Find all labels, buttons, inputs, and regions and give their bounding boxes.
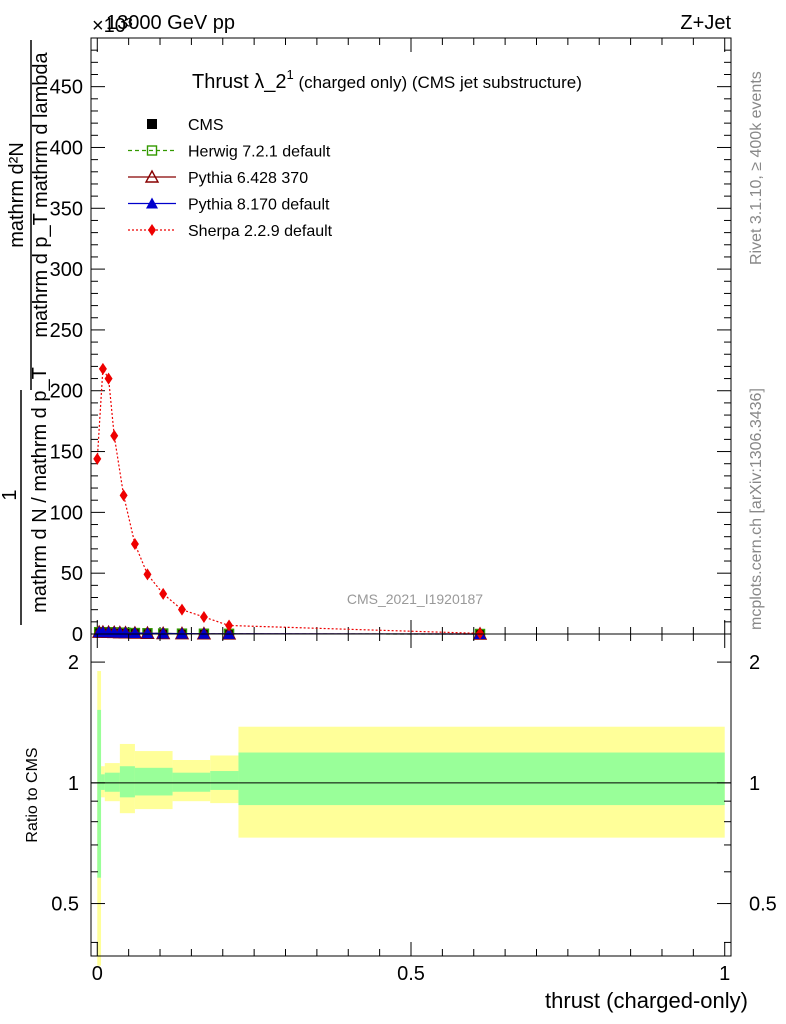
- legend-item: Herwig 7.2.1 default: [128, 144, 331, 161]
- chart-title-rest: (charged only) (CMS jet substructure): [294, 73, 582, 92]
- analysis-watermark: CMS_2021_I1920187: [347, 591, 483, 607]
- stat-uncertainty-band: [238, 752, 725, 806]
- x-axis-label: thrust (charged-only): [545, 988, 748, 1013]
- header-right: Z+Jet: [680, 12, 731, 34]
- legend-label: Pythia 6.428 370: [188, 170, 308, 187]
- series-sherpa-2-2-9-default: [93, 362, 485, 640]
- data-point: [159, 587, 168, 600]
- data-point: [141, 627, 154, 639]
- x-tick-label: 1: [719, 963, 730, 985]
- legend-marker: [144, 169, 160, 183]
- chart-title-main: Thrust λ_2: [192, 71, 286, 93]
- stat-uncertainty-band: [210, 771, 239, 790]
- data-point: [225, 619, 234, 632]
- x-tick-label: 0: [92, 963, 103, 985]
- legend-item: Sherpa 2.2.9 default: [128, 223, 333, 240]
- stat-uncertainty-band: [101, 774, 105, 790]
- legend-marker: [147, 119, 157, 129]
- legend: CMS Herwig 7.2.1 default Pythia 6.428 370 P…: [128, 117, 333, 240]
- legend-item: Pythia 6.428 370: [128, 169, 308, 187]
- ratio-y-tick-label-right: 2: [749, 652, 760, 674]
- legend-label: CMS: [188, 117, 224, 134]
- data-point: [93, 452, 102, 465]
- legend-marker: [146, 145, 158, 156]
- rivet-label: Rivet 3.1.10, ≥ 400k events: [748, 71, 765, 265]
- y-tick-label: 450: [50, 77, 83, 99]
- stat-uncertainty-band: [119, 766, 135, 798]
- legend-item: Pythia 8.170 default: [128, 197, 330, 214]
- y-tick-label: 50: [61, 563, 83, 585]
- y-tick-label: 350: [50, 198, 83, 220]
- y-tick-label: 250: [50, 320, 83, 342]
- y-tick-label: 100: [50, 502, 83, 524]
- y-tick-label: 0: [72, 624, 83, 646]
- ylabel-bottom: mathrm d N / mathrm d p_T: [29, 367, 51, 613]
- x-tick-label: 0.5: [397, 963, 425, 985]
- data-point: [104, 372, 113, 385]
- y-tick-label: 150: [50, 442, 83, 464]
- data-point: [110, 429, 119, 442]
- stat-uncertainty-band: [172, 772, 211, 792]
- ratio-bands: [91, 671, 731, 966]
- ratio-y-tick-label: 1: [68, 773, 79, 795]
- ratio-y-tick-label: 2: [68, 652, 79, 674]
- legend-label: Pythia 8.170 default: [188, 197, 330, 214]
- chart-title: Thrust λ_21 (charged only) (CMS jet subs…: [192, 67, 582, 93]
- data-point: [223, 627, 236, 639]
- data-point: [476, 627, 485, 640]
- y-tick-label: 300: [50, 259, 83, 281]
- data-point: [177, 603, 186, 616]
- y-tick-label: 400: [50, 137, 83, 159]
- legend-marker: [146, 197, 158, 209]
- chart-title-sup: 1: [286, 67, 293, 82]
- legend-label: Herwig 7.2.1 default: [188, 144, 331, 161]
- data-point: [130, 537, 139, 550]
- stat-uncertainty-band: [97, 709, 102, 878]
- header-left: 13000 GeV pp: [106, 12, 235, 34]
- ratio-y-tick-label-right: 1: [749, 773, 760, 795]
- data-point: [175, 627, 188, 639]
- legend-marker: [148, 224, 156, 236]
- data-point: [197, 627, 210, 639]
- stat-uncertainty-band: [104, 772, 120, 792]
- main-axes: 0 50 100 150 200 250 300 350 400 450: [50, 38, 731, 646]
- exponent-label: ×10³: [92, 15, 133, 37]
- ratio-axes: 0.5 0.5 1 1 2 2 0 0.5 1: [51, 634, 777, 985]
- mcplots-label: mcplots.cern.ch [arXiv:1306.3436]: [748, 388, 765, 630]
- stat-uncertainty-band: [134, 767, 173, 796]
- legend-label: Sherpa 2.2.9 default: [188, 223, 333, 240]
- main-ylabel: mathrm d²N mathrm d p_T mathrm d lambda …: [0, 40, 52, 625]
- ylabel-top-numer: mathrm d²N: [6, 142, 28, 248]
- data-point: [199, 610, 208, 623]
- ratio-y-tick-label-right: 0.5: [749, 894, 777, 916]
- data-point: [128, 627, 141, 639]
- series-line: [96, 366, 481, 634]
- data-point: [119, 489, 128, 502]
- ratio-ylabel: Ratio to CMS: [24, 747, 41, 842]
- main-plot-frame: [90, 37, 732, 635]
- legend-item: CMS: [147, 117, 224, 134]
- ylabel-top-denom: mathrm d p_T mathrm d lambda: [30, 51, 52, 337]
- y-tick-label: 200: [50, 381, 83, 403]
- data-point: [143, 568, 152, 581]
- ratio-y-tick-label: 0.5: [51, 894, 79, 916]
- data-point: [98, 362, 107, 375]
- ylabel-one: 1: [0, 489, 21, 500]
